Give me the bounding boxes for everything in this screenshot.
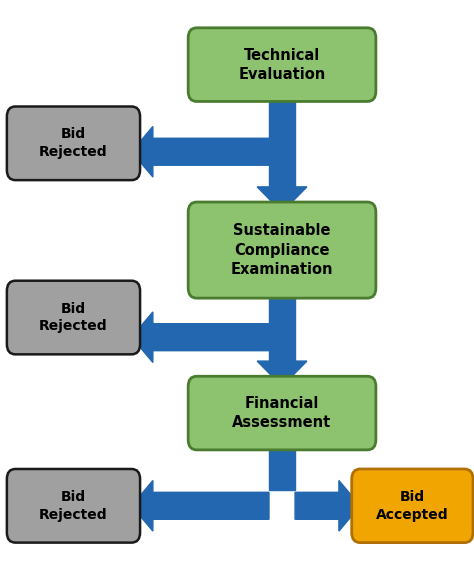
Bar <box>269 288 295 361</box>
FancyArrow shape <box>295 481 360 531</box>
Text: Bid
Rejected: Bid Rejected <box>39 302 108 333</box>
Text: Sustainable
Compliance
Examination: Sustainable Compliance Examination <box>231 223 333 277</box>
FancyArrow shape <box>257 187 307 212</box>
FancyBboxPatch shape <box>352 469 473 543</box>
FancyArrow shape <box>131 126 269 177</box>
Text: Bid
Rejected: Bid Rejected <box>39 490 108 522</box>
FancyArrow shape <box>257 361 307 387</box>
Text: Technical
Evaluation: Technical Evaluation <box>238 48 326 81</box>
Text: Financial
Assessment: Financial Assessment <box>232 396 332 430</box>
Text: Bid
Accepted: Bid Accepted <box>376 490 449 522</box>
Bar <box>269 439 295 490</box>
FancyBboxPatch shape <box>188 202 376 298</box>
FancyArrow shape <box>131 481 269 531</box>
FancyBboxPatch shape <box>7 107 140 180</box>
FancyBboxPatch shape <box>188 28 376 101</box>
FancyArrow shape <box>131 312 269 362</box>
FancyBboxPatch shape <box>188 377 376 450</box>
Text: Bid
Rejected: Bid Rejected <box>39 128 108 159</box>
FancyBboxPatch shape <box>7 469 140 543</box>
FancyBboxPatch shape <box>7 281 140 355</box>
Bar <box>269 91 295 187</box>
